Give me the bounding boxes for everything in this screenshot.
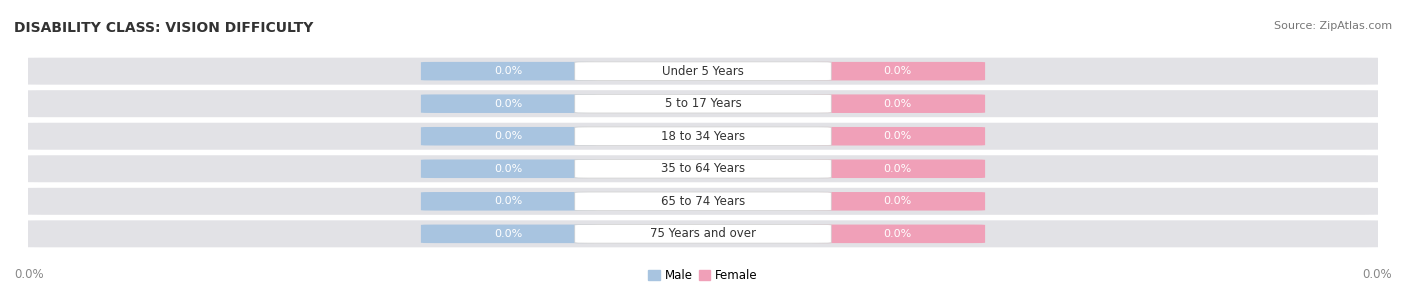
FancyBboxPatch shape: [21, 155, 1385, 182]
Text: 35 to 64 Years: 35 to 64 Years: [661, 162, 745, 175]
Text: Source: ZipAtlas.com: Source: ZipAtlas.com: [1274, 21, 1392, 31]
FancyBboxPatch shape: [810, 224, 986, 243]
FancyBboxPatch shape: [420, 160, 596, 178]
Text: 0.0%: 0.0%: [883, 66, 911, 76]
Text: Under 5 Years: Under 5 Years: [662, 65, 744, 78]
Text: 0.0%: 0.0%: [495, 164, 523, 174]
Text: 0.0%: 0.0%: [1362, 267, 1392, 281]
Text: 0.0%: 0.0%: [495, 99, 523, 109]
Text: 0.0%: 0.0%: [495, 229, 523, 239]
FancyBboxPatch shape: [575, 62, 831, 81]
Text: 0.0%: 0.0%: [883, 131, 911, 141]
Text: 0.0%: 0.0%: [883, 99, 911, 109]
Text: 5 to 17 Years: 5 to 17 Years: [665, 97, 741, 110]
Text: 0.0%: 0.0%: [495, 66, 523, 76]
FancyBboxPatch shape: [21, 123, 1385, 150]
FancyBboxPatch shape: [810, 62, 986, 81]
Text: 0.0%: 0.0%: [14, 267, 44, 281]
FancyBboxPatch shape: [575, 127, 831, 145]
FancyBboxPatch shape: [810, 127, 986, 145]
FancyBboxPatch shape: [420, 192, 596, 210]
FancyBboxPatch shape: [21, 220, 1385, 247]
Legend: Male, Female: Male, Female: [644, 265, 762, 287]
Text: 18 to 34 Years: 18 to 34 Years: [661, 130, 745, 143]
Text: 0.0%: 0.0%: [883, 196, 911, 206]
Text: 65 to 74 Years: 65 to 74 Years: [661, 195, 745, 208]
FancyBboxPatch shape: [420, 224, 596, 243]
FancyBboxPatch shape: [810, 192, 986, 210]
Text: 0.0%: 0.0%: [495, 196, 523, 206]
FancyBboxPatch shape: [420, 95, 596, 113]
Text: 75 Years and over: 75 Years and over: [650, 227, 756, 240]
Text: 0.0%: 0.0%: [883, 229, 911, 239]
FancyBboxPatch shape: [21, 58, 1385, 85]
FancyBboxPatch shape: [575, 95, 831, 113]
FancyBboxPatch shape: [575, 192, 831, 210]
FancyBboxPatch shape: [575, 160, 831, 178]
Text: 0.0%: 0.0%: [495, 131, 523, 141]
Text: DISABILITY CLASS: VISION DIFFICULTY: DISABILITY CLASS: VISION DIFFICULTY: [14, 21, 314, 35]
FancyBboxPatch shape: [420, 127, 596, 145]
FancyBboxPatch shape: [420, 62, 596, 81]
FancyBboxPatch shape: [21, 90, 1385, 117]
FancyBboxPatch shape: [21, 188, 1385, 215]
FancyBboxPatch shape: [575, 224, 831, 243]
FancyBboxPatch shape: [810, 95, 986, 113]
FancyBboxPatch shape: [810, 160, 986, 178]
Text: 0.0%: 0.0%: [883, 164, 911, 174]
